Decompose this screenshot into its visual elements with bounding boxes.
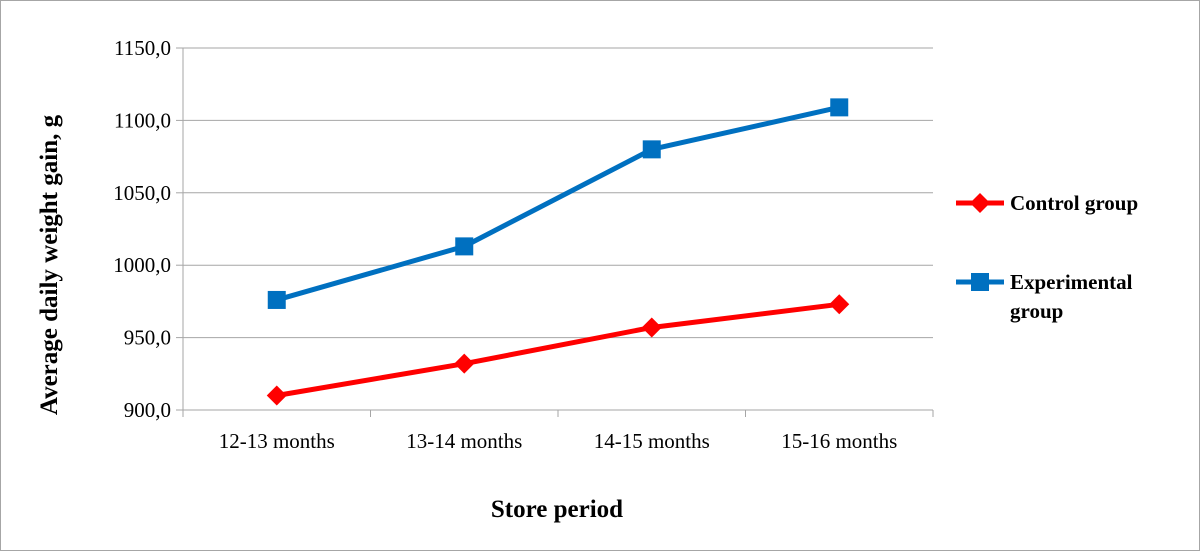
y-tick-labels: 900,0 950,0 1000,0 1050,0 1100,0 1150,0 <box>113 36 171 422</box>
data-point-marker <box>830 98 849 117</box>
legend-marker <box>970 193 990 213</box>
legend-label: Control group <box>1010 191 1138 215</box>
x-tick-label: 15-16 months <box>781 429 897 453</box>
y-tick-label: 950,0 <box>124 326 171 350</box>
y-axis-title: Average daily weight gain, g <box>36 114 63 415</box>
data-point-marker <box>455 237 474 256</box>
axes <box>176 47 934 417</box>
legend-label: Experimental group <box>1010 270 1133 323</box>
y-tick-label: 1000,0 <box>113 253 171 277</box>
y-tick-label: 900,0 <box>124 398 171 422</box>
series-line <box>274 104 842 303</box>
data-point-marker <box>641 317 662 338</box>
x-tick-label: 14-15 months <box>594 429 710 453</box>
x-tick-label: 12-13 months <box>219 429 335 453</box>
series-layer <box>266 98 850 406</box>
legend-item: Control group <box>956 191 1138 215</box>
legend-item: Experimental group <box>956 270 1133 323</box>
gridlines <box>183 47 933 339</box>
series-line <box>274 301 842 399</box>
y-tick-label: 1100,0 <box>114 108 171 132</box>
x-tick-label: 13-14 months <box>406 429 522 453</box>
legend-label-line: Experimental <box>1010 270 1133 294</box>
data-point-marker <box>829 294 850 315</box>
legend-label-line: group <box>1010 299 1063 323</box>
series-control-group <box>266 294 850 406</box>
data-point-marker <box>454 353 475 374</box>
series-experimental-group <box>267 98 849 309</box>
legend: Control group Experimental group <box>956 191 1138 323</box>
y-tick-label: 1150,0 <box>114 36 171 60</box>
legend-marker <box>971 273 989 291</box>
y-tick-label: 1050,0 <box>113 181 171 205</box>
x-tick-labels: 12-13 months 13-14 months 14-15 months 15-1… <box>219 429 898 453</box>
x-axis-title: Store period <box>491 496 623 523</box>
legend-label-line: Control group <box>1010 191 1138 215</box>
data-point-marker <box>267 290 286 309</box>
data-point-marker <box>642 140 661 159</box>
data-point-marker <box>266 385 287 406</box>
